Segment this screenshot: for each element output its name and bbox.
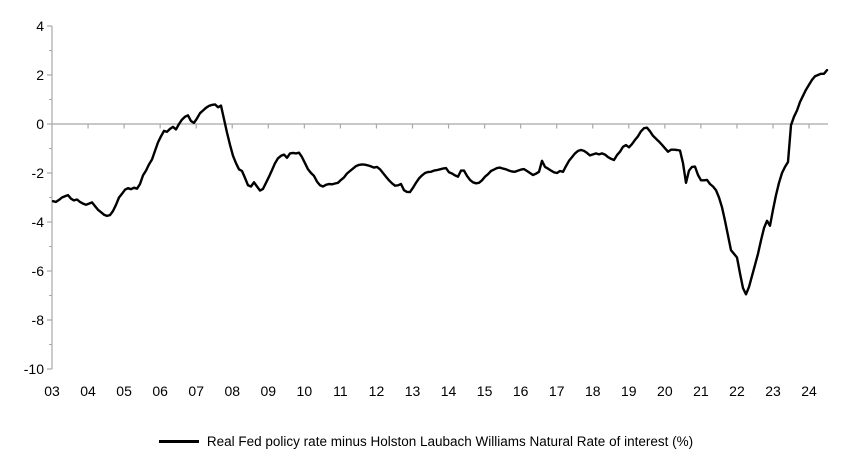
y-axis-label: -8 (32, 312, 45, 328)
x-axis-label: 14 (441, 383, 457, 399)
x-axis-label: 06 (152, 383, 168, 399)
x-axis-label: 17 (549, 383, 565, 399)
x-axis-label: 24 (801, 383, 817, 399)
x-axis-label: 12 (369, 383, 385, 399)
x-axis-label: 08 (224, 383, 240, 399)
x-axis-label: 13 (405, 383, 421, 399)
y-axis-label: -6 (32, 263, 45, 279)
x-axis-label: 05 (116, 383, 132, 399)
legend: Real Fed policy rate minus Holston Lauba… (0, 434, 852, 449)
y-axis-label: 4 (36, 18, 44, 34)
x-axis-label: 19 (621, 383, 637, 399)
legend-line-swatch (158, 440, 199, 443)
y-axis-label: -4 (32, 214, 45, 230)
y-axis-label: -2 (32, 165, 45, 181)
x-axis-label: 07 (188, 383, 204, 399)
y-axis-label: 2 (36, 67, 44, 83)
x-axis-label: 10 (297, 383, 313, 399)
x-axis-label: 18 (585, 383, 601, 399)
x-axis-label: 04 (80, 383, 96, 399)
x-axis-label: 03 (44, 383, 60, 399)
x-axis-label: 11 (333, 383, 348, 399)
x-axis-label: 21 (693, 383, 709, 399)
x-axis-label: 23 (765, 383, 781, 399)
y-axis-label: -10 (24, 361, 44, 377)
x-axis-label: 15 (477, 383, 493, 399)
series-line (51, 68, 829, 296)
y-axis-label: 0 (36, 116, 44, 132)
x-axis-label: 22 (729, 383, 745, 399)
legend-label: Real Fed policy rate minus Holston Lauba… (206, 434, 694, 449)
x-axis-label: 09 (261, 383, 277, 399)
x-axis-label: 16 (513, 383, 529, 399)
x-axis-label: 20 (657, 383, 673, 399)
